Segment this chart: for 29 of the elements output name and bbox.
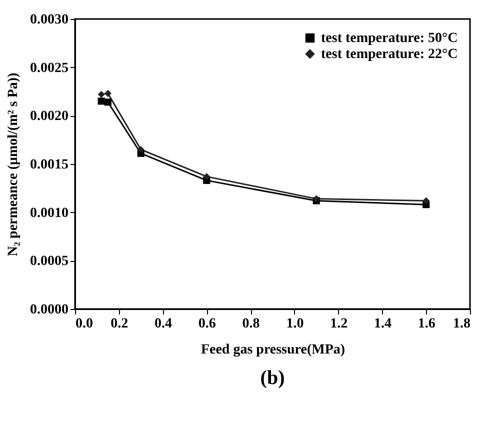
y-tick-label: 0.0010 — [30, 206, 68, 221]
y-tick-label: 0.0015 — [30, 158, 68, 172]
y-axis-title: N₂ permeance (μmol/(m² s Pa)) — [6, 72, 21, 256]
x-axis-title: Feed gas pressure(MPa) — [200, 342, 346, 358]
text: (b) — [260, 367, 285, 389]
y-tick-label: 0.0030 — [30, 12, 68, 28]
point — [104, 98, 112, 106]
x-tick-label: 0.2 — [110, 316, 128, 332]
legend-label: test temperature: 50°C — [321, 31, 458, 46]
x-tick-label: 1.0 — [286, 316, 304, 332]
point — [203, 173, 210, 180]
point — [104, 90, 112, 97]
y-tick-label: 0.0005 — [30, 254, 68, 270]
y-tick-label: 0.0000 — [30, 302, 68, 318]
point — [98, 98, 105, 105]
x-tick-label: 0.6 — [198, 316, 216, 332]
x-tick-label: 0.4 — [154, 316, 172, 332]
legend-label: test temperature: 22°C — [321, 47, 458, 62]
x-tick-label: 1.2 — [330, 316, 348, 332]
x-tick-label: 1.8 — [453, 316, 470, 332]
y-tick-label: 0.0025 — [30, 60, 68, 76]
x-tick-label: 0.8 — [242, 316, 260, 332]
x-tick-label: 1.4 — [374, 316, 392, 332]
x-tick-label: 0.0 — [76, 316, 93, 332]
y-tick-label: 0.0020 — [30, 109, 68, 124]
x-tick-label: 1.6 — [418, 316, 436, 332]
point — [137, 146, 144, 154]
point — [98, 90, 105, 98]
point — [422, 197, 430, 204]
